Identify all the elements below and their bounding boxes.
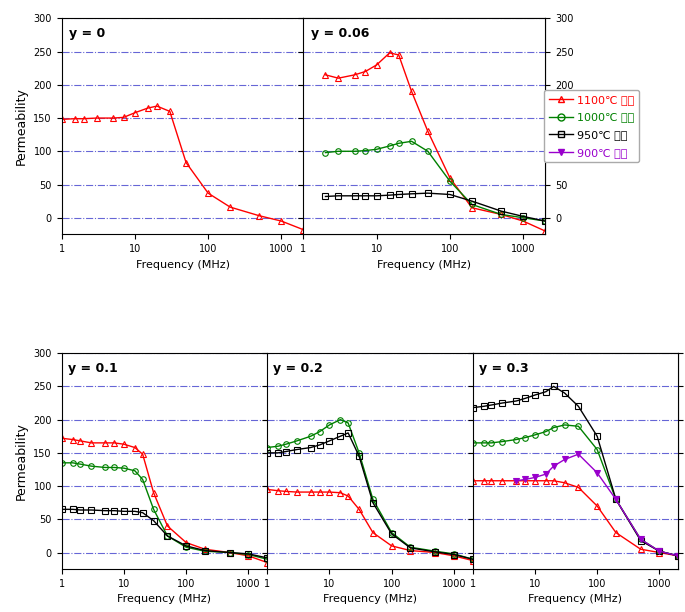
- X-axis label: Frequency (MHz): Frequency (MHz): [528, 594, 623, 605]
- Text: y = 0.2: y = 0.2: [273, 362, 323, 375]
- Legend: 1100℃ 소결, 1000℃ 소결, 950℃ 소결, 900℃ 소결: 1100℃ 소결, 1000℃ 소결, 950℃ 소결, 900℃ 소결: [544, 90, 639, 162]
- Text: y = 0.3: y = 0.3: [479, 362, 528, 375]
- X-axis label: Frequency (MHz): Frequency (MHz): [377, 259, 471, 270]
- Y-axis label: Permeability: Permeability: [15, 88, 28, 165]
- Text: y = 0.1: y = 0.1: [68, 362, 118, 375]
- Y-axis label: Permeability: Permeability: [15, 422, 28, 500]
- Text: y = 0: y = 0: [69, 27, 105, 40]
- X-axis label: Frequency (MHz): Frequency (MHz): [117, 594, 212, 605]
- X-axis label: Frequency (MHz): Frequency (MHz): [136, 259, 229, 270]
- Text: y = 0.06: y = 0.06: [311, 27, 369, 40]
- X-axis label: Frequency (MHz): Frequency (MHz): [323, 594, 417, 605]
